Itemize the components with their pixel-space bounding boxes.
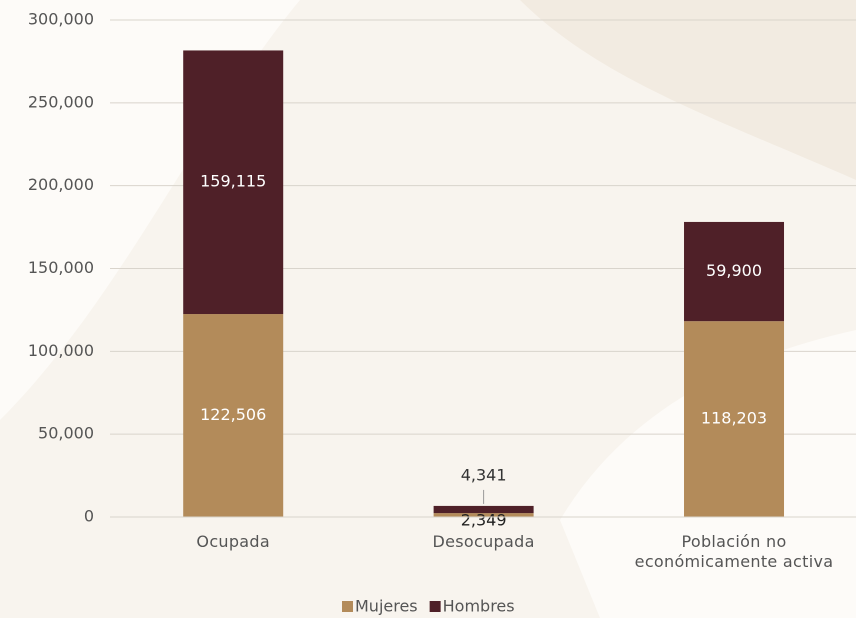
x-tick-label: Ocupada [196,532,270,551]
y-tick-label: 150,000 [28,258,94,277]
x-tick-label: Desocupada [432,532,535,551]
legend-swatch [429,601,441,612]
bar-segment [684,321,785,517]
data-label: 118,203 [701,409,767,428]
y-tick-label: 250,000 [28,92,94,111]
legend-swatch [342,601,353,612]
data-label: 122,506 [200,405,266,424]
bar-segment [183,50,284,315]
y-tick-label: 50,000 [38,424,94,443]
y-tick-label: 300,000 [28,10,94,29]
bar-segment [433,513,534,517]
y-tick-label: 200,000 [28,175,94,194]
y-tick-label: 0 [84,507,94,526]
data-label: 159,115 [200,172,266,191]
legend-label: Mujeres [355,597,418,616]
bar-segment [183,314,284,517]
data-label: 4,341 [461,465,507,484]
x-tick-label: Población no económicamente activa [634,532,834,571]
data-label: 2,349 [461,511,507,530]
data-label: 59,900 [706,261,762,280]
bar-segment [433,505,534,514]
legend-label: Hombres [443,597,515,616]
y-tick-label: 100,000 [28,341,94,360]
bar-segment [684,221,785,322]
